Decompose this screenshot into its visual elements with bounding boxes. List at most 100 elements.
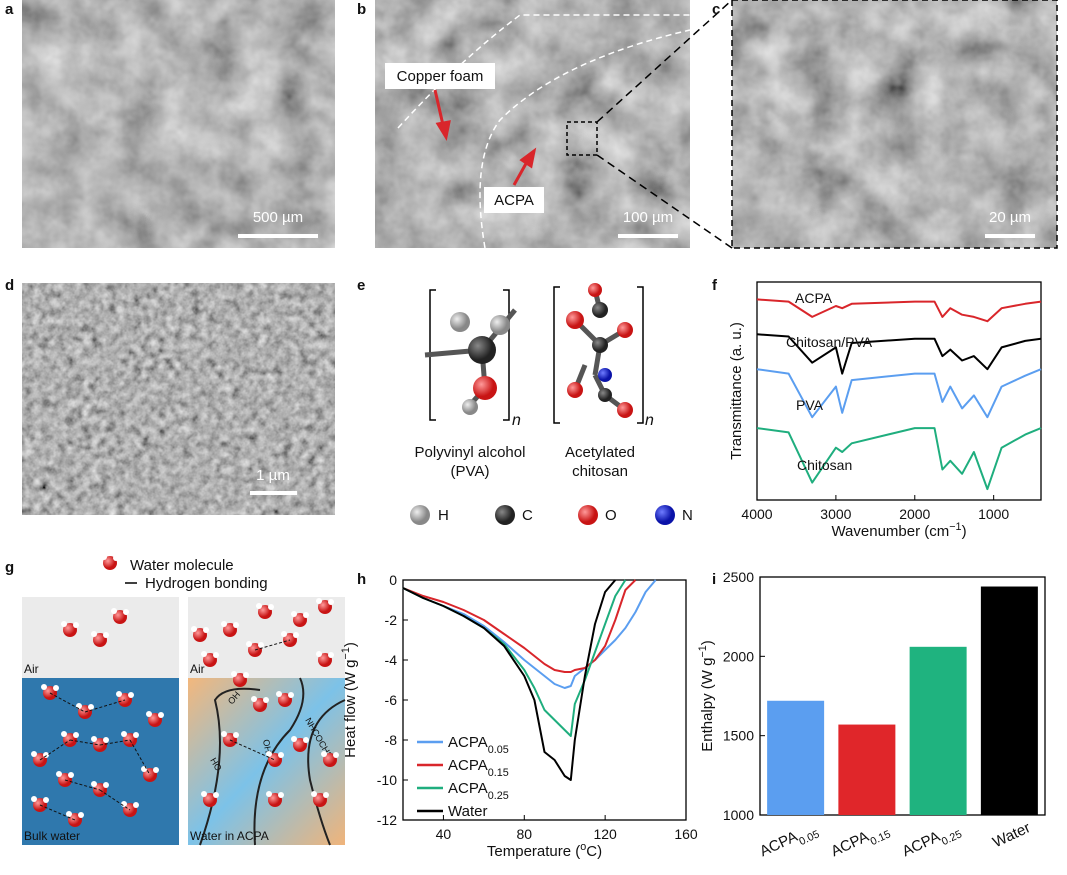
water-molecule bbox=[266, 791, 284, 807]
y-tick-label: 0 bbox=[389, 572, 397, 588]
series-line bbox=[402, 579, 617, 781]
atom bbox=[592, 337, 608, 353]
hydrogen bbox=[146, 711, 152, 717]
legend-label-part: 0.15 bbox=[488, 767, 509, 779]
y-axis-label-part: Transmittance (a. u.) bbox=[728, 322, 745, 460]
bar bbox=[909, 646, 967, 815]
y-axis-label-part: ) bbox=[342, 642, 359, 647]
hydrogen bbox=[101, 554, 107, 560]
hydrogen bbox=[43, 752, 49, 758]
hydrogen bbox=[73, 732, 79, 738]
hydrogen bbox=[91, 781, 97, 787]
hydrogen bbox=[158, 712, 164, 718]
legend-label-part: ACPA bbox=[448, 734, 488, 751]
repeat-n: n bbox=[512, 412, 521, 429]
panel-label: f bbox=[712, 277, 718, 294]
hydrogen bbox=[233, 622, 239, 628]
water-molecule bbox=[201, 791, 219, 807]
hydrogen bbox=[333, 752, 339, 758]
molecule-label: chitosan bbox=[572, 463, 628, 480]
series-line bbox=[756, 333, 1042, 375]
y-tick-label: -12 bbox=[377, 812, 397, 828]
hydrogen bbox=[266, 791, 272, 797]
x-axis-label-part: −1 bbox=[949, 521, 961, 533]
water-molecule bbox=[191, 626, 209, 642]
hydrogen bbox=[221, 731, 227, 737]
region-label: Air bbox=[190, 662, 205, 676]
atom bbox=[473, 376, 497, 400]
x-tick-label: 3000 bbox=[820, 506, 851, 522]
hydrogen-bond bbox=[129, 739, 151, 776]
y-axis-label-part: Enthalpy (W g bbox=[699, 658, 716, 752]
water-molecule bbox=[201, 651, 219, 667]
series-label: Chitosan bbox=[797, 457, 852, 473]
x-tick-label: 80 bbox=[516, 826, 532, 842]
y-tick-label: 2000 bbox=[723, 648, 754, 664]
series-label: ACPA bbox=[795, 290, 833, 306]
panel-label: c bbox=[712, 1, 720, 18]
water-molecule bbox=[311, 791, 329, 807]
atom bbox=[617, 402, 633, 418]
water-molecule bbox=[316, 598, 334, 614]
x-tick-label: 160 bbox=[674, 826, 698, 842]
panel-label: e bbox=[357, 277, 365, 294]
atom bbox=[567, 382, 583, 398]
water-molecule bbox=[146, 711, 164, 727]
arrows bbox=[433, 89, 537, 186]
repeat-n: n bbox=[645, 412, 654, 429]
hydrogen bbox=[133, 732, 139, 738]
y-axis-label: Enthalpy (W g−1) bbox=[697, 640, 716, 752]
y-axis-label-part: −1 bbox=[340, 647, 352, 659]
hydrogen bbox=[53, 685, 59, 691]
sem-image-d bbox=[22, 283, 335, 515]
legend-label: ACPA0.15 bbox=[448, 757, 509, 779]
hydrogen bbox=[78, 812, 84, 818]
atom-key bbox=[495, 505, 515, 525]
water-molecule bbox=[231, 671, 249, 687]
hydrogen bbox=[31, 796, 37, 802]
series-label: Chitosan/PVA bbox=[786, 334, 873, 350]
region-label: Bulk water bbox=[24, 829, 80, 843]
legend-label: ACPA0.05 bbox=[448, 734, 509, 756]
x-axis-label-part: Temperature ( bbox=[487, 843, 580, 860]
sem-image-a bbox=[22, 0, 335, 248]
zoom-frame bbox=[731, 0, 1058, 249]
annotation-box bbox=[484, 187, 544, 213]
hydrogen-bond bbox=[84, 699, 126, 713]
hydrogen bbox=[213, 792, 219, 798]
hydrogen bbox=[111, 608, 117, 614]
hydrogen bbox=[246, 641, 252, 647]
hydrogen bbox=[116, 691, 122, 697]
y-tick-label: -6 bbox=[385, 692, 398, 708]
water-molecule bbox=[66, 811, 84, 827]
hydrogen bbox=[43, 797, 49, 803]
water-molecule bbox=[316, 651, 334, 667]
y-tick-label: -10 bbox=[377, 772, 397, 788]
hydrogen bbox=[68, 772, 74, 778]
water-molecule bbox=[111, 608, 129, 624]
atom bbox=[598, 368, 612, 382]
region-outline bbox=[397, 14, 691, 249]
hydrogen bbox=[56, 771, 62, 777]
atom bbox=[468, 336, 496, 364]
y-tick-label: -2 bbox=[385, 612, 398, 628]
water-molecule bbox=[266, 751, 284, 767]
hydrogen bbox=[121, 731, 127, 737]
x-axis-label-part: C) bbox=[586, 843, 602, 860]
bar bbox=[767, 700, 825, 815]
arrow bbox=[433, 89, 445, 126]
region-label: Air bbox=[24, 662, 39, 676]
hydrogen-bond bbox=[64, 779, 101, 791]
hydrogen-bond bbox=[39, 804, 76, 821]
x-axis-label-part: o bbox=[580, 841, 586, 853]
hydrogen bbox=[133, 802, 139, 808]
hydrogen bbox=[203, 627, 209, 633]
hydrogen bbox=[278, 752, 284, 758]
legend-label: ACPA0.25 bbox=[448, 780, 509, 802]
arrow-head bbox=[435, 120, 451, 142]
scale-label: 100 µm bbox=[623, 209, 673, 226]
hydrogen-bond bbox=[39, 739, 71, 761]
water-molecule bbox=[121, 731, 139, 747]
atom-label: N bbox=[682, 507, 693, 524]
y-tick-label: 1000 bbox=[723, 807, 754, 823]
